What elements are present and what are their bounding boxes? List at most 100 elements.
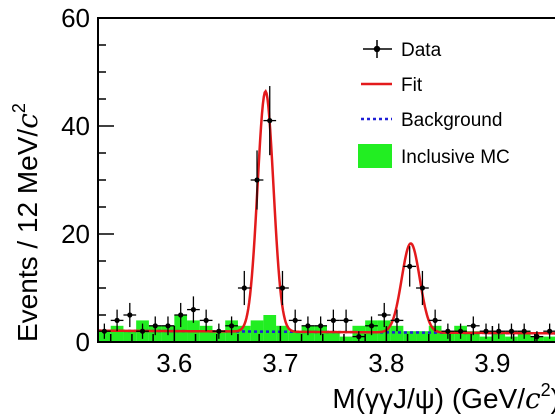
mc-bar xyxy=(123,331,137,342)
data-point xyxy=(339,309,353,332)
y-tick-label: 0 xyxy=(76,327,90,357)
data-point xyxy=(352,331,366,342)
legend-entry-data: Data xyxy=(363,40,442,61)
mc-bar xyxy=(250,320,264,342)
data-point xyxy=(250,150,264,210)
data-point xyxy=(314,316,327,336)
data-point xyxy=(301,316,315,336)
legend: Data Fit Background Inclusive MC xyxy=(358,40,510,168)
plot-frame xyxy=(97,17,555,343)
data-point-marker xyxy=(152,323,158,329)
data-point xyxy=(441,323,455,339)
data-point-marker xyxy=(101,328,107,334)
x-tick-label: 3.6 xyxy=(156,348,192,378)
data-points xyxy=(98,86,555,342)
data-point xyxy=(479,323,493,339)
y-axis-title-sup: 2 xyxy=(9,103,29,113)
data-point xyxy=(327,309,340,332)
mc-bar xyxy=(505,336,518,342)
data-point xyxy=(466,316,480,336)
data-point xyxy=(492,323,506,339)
data-point-marker xyxy=(330,317,336,323)
data-point xyxy=(276,270,289,306)
x-tick-label: 3.8 xyxy=(368,348,404,378)
data-point-marker xyxy=(407,263,413,269)
data-point-marker xyxy=(470,323,476,329)
legend-data-label: Data xyxy=(401,40,442,61)
mc-bar xyxy=(199,325,213,342)
y-axis-title-italic: c xyxy=(11,113,44,129)
data-point xyxy=(136,323,149,339)
mc-bar xyxy=(288,331,302,342)
x-axis-title-sup: 2 xyxy=(541,380,551,400)
legend-entry-inclusive-mc: Inclusive MC xyxy=(358,144,510,168)
data-point xyxy=(237,270,251,306)
data-point-marker xyxy=(508,328,515,334)
legend-inclusive-mc-label: Inclusive MC xyxy=(401,147,510,168)
y-tick-label: 20 xyxy=(61,219,90,249)
data-point-marker xyxy=(254,177,260,183)
data-point-marker xyxy=(139,328,146,334)
axis-tick-labels: 3.6 3.7 3.8 3.9 0 20 40 60 xyxy=(61,3,510,378)
data-point xyxy=(288,309,302,332)
data-point-marker xyxy=(496,328,502,334)
data-point-marker xyxy=(483,328,489,334)
y-axis-title: Events / 12 MeV/c2 xyxy=(9,103,44,342)
axis-ticks xyxy=(98,17,536,343)
data-point-marker xyxy=(279,285,286,291)
mc-bar xyxy=(543,336,555,342)
legend-fit-label: Fit xyxy=(401,75,423,96)
data-point-marker xyxy=(203,317,209,323)
data-point-marker xyxy=(127,312,133,318)
mc-bar xyxy=(276,325,289,342)
data-point-marker xyxy=(368,323,375,329)
data-point-marker xyxy=(547,328,553,334)
data-point xyxy=(416,270,429,306)
data-point xyxy=(212,323,226,339)
data-point-marker xyxy=(521,328,527,334)
data-point xyxy=(530,331,544,342)
data-point xyxy=(123,302,137,328)
mc-bar xyxy=(390,325,404,342)
data-point-marker xyxy=(457,328,464,334)
data-point-marker xyxy=(165,323,171,329)
data-point xyxy=(225,316,238,336)
data-point-marker xyxy=(178,312,184,318)
data-point xyxy=(174,302,188,328)
mc-bar xyxy=(339,336,353,342)
x-axis-title: M(γγJ/ψ) (GeV/c2) xyxy=(332,380,555,415)
data-point-marker xyxy=(356,334,362,340)
data-point xyxy=(365,316,378,336)
data-point xyxy=(428,309,442,332)
mc-bar xyxy=(174,315,188,342)
legend-data-marker xyxy=(373,45,381,53)
data-point xyxy=(390,309,404,332)
data-point-marker xyxy=(305,323,311,329)
data-point xyxy=(505,323,518,339)
data-point-marker xyxy=(216,328,222,334)
data-point-marker xyxy=(228,323,235,329)
mc-bar xyxy=(416,331,429,342)
mc-bar xyxy=(237,325,251,342)
data-point xyxy=(161,316,175,336)
mc-bar xyxy=(263,315,277,342)
legend-entry-fit: Fit xyxy=(361,75,423,96)
data-point-marker xyxy=(432,317,438,323)
data-point-marker xyxy=(419,285,426,291)
legend-background-label: Background xyxy=(401,110,502,131)
legend-inclusive-mc-swatch xyxy=(358,144,392,168)
data-point xyxy=(403,246,417,287)
y-tick-label: 60 xyxy=(61,3,90,33)
data-point-marker xyxy=(292,317,298,323)
mc-bar xyxy=(428,325,442,342)
data-point xyxy=(454,323,467,339)
data-point xyxy=(98,323,111,339)
mc-bar xyxy=(479,336,493,342)
data-point-marker xyxy=(190,307,197,313)
y-axis-title-main: Events / 12 MeV/ xyxy=(12,129,43,342)
data-point-marker xyxy=(318,323,324,329)
data-point xyxy=(377,302,391,328)
mc-bar xyxy=(327,331,340,342)
data-point xyxy=(187,296,200,323)
